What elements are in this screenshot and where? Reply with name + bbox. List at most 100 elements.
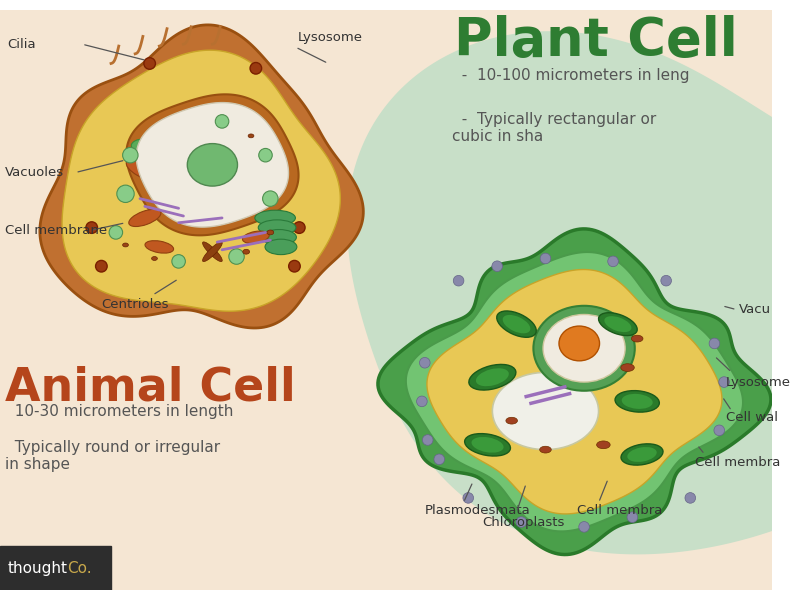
- Ellipse shape: [559, 326, 599, 361]
- Ellipse shape: [627, 447, 657, 462]
- Text: Chloroplasts: Chloroplasts: [482, 515, 565, 529]
- Ellipse shape: [187, 143, 238, 186]
- Text: 10-30 micrometers in length: 10-30 micrometers in length: [5, 404, 234, 419]
- Circle shape: [578, 521, 590, 532]
- Circle shape: [685, 493, 695, 503]
- Circle shape: [627, 512, 638, 523]
- Text: -  10-100 micrometers in leng: - 10-100 micrometers in leng: [452, 68, 690, 83]
- Ellipse shape: [621, 444, 663, 465]
- Ellipse shape: [471, 437, 503, 452]
- Circle shape: [215, 115, 229, 128]
- Ellipse shape: [631, 335, 643, 342]
- Circle shape: [262, 191, 278, 206]
- Text: Cilia: Cilia: [8, 38, 36, 50]
- Text: Typically round or irregular
in shape: Typically round or irregular in shape: [5, 440, 220, 472]
- Circle shape: [540, 253, 550, 264]
- Ellipse shape: [202, 242, 222, 262]
- Ellipse shape: [621, 364, 634, 371]
- Text: Plasmodesmata: Plasmodesmata: [425, 504, 530, 517]
- Ellipse shape: [158, 121, 179, 131]
- Circle shape: [419, 358, 430, 368]
- Ellipse shape: [131, 139, 158, 152]
- Ellipse shape: [506, 418, 518, 424]
- Ellipse shape: [597, 441, 610, 449]
- Ellipse shape: [469, 364, 516, 390]
- Ellipse shape: [242, 231, 269, 244]
- Text: Vacu: Vacu: [738, 303, 770, 316]
- Ellipse shape: [465, 434, 510, 456]
- Circle shape: [229, 249, 244, 264]
- Circle shape: [492, 261, 502, 272]
- Text: Centrioles: Centrioles: [102, 298, 169, 311]
- Ellipse shape: [151, 257, 158, 260]
- Circle shape: [714, 425, 725, 436]
- Polygon shape: [40, 25, 363, 328]
- Polygon shape: [62, 50, 340, 311]
- Text: Vacuoles: Vacuoles: [5, 166, 64, 179]
- Circle shape: [289, 260, 300, 272]
- Circle shape: [422, 434, 433, 445]
- Ellipse shape: [492, 373, 598, 449]
- Ellipse shape: [255, 210, 295, 226]
- Ellipse shape: [122, 243, 129, 247]
- Circle shape: [86, 222, 98, 233]
- Polygon shape: [406, 252, 743, 532]
- Ellipse shape: [126, 160, 154, 179]
- Circle shape: [608, 256, 618, 266]
- Circle shape: [434, 454, 445, 464]
- Circle shape: [661, 275, 671, 286]
- Polygon shape: [378, 229, 771, 554]
- Polygon shape: [136, 103, 289, 227]
- Ellipse shape: [540, 446, 551, 453]
- Ellipse shape: [267, 230, 274, 235]
- Ellipse shape: [202, 242, 222, 262]
- Ellipse shape: [145, 241, 174, 253]
- Circle shape: [258, 148, 272, 162]
- Circle shape: [95, 260, 107, 272]
- Circle shape: [250, 62, 262, 74]
- Ellipse shape: [258, 220, 296, 235]
- Text: Cell membra: Cell membra: [695, 455, 781, 469]
- Circle shape: [294, 222, 305, 233]
- Circle shape: [417, 396, 427, 407]
- Text: Cell wal: Cell wal: [726, 411, 778, 424]
- Ellipse shape: [262, 230, 296, 245]
- Ellipse shape: [243, 250, 250, 254]
- Ellipse shape: [604, 316, 631, 332]
- Text: Plant Cell: Plant Cell: [454, 15, 738, 67]
- Ellipse shape: [598, 313, 638, 335]
- Circle shape: [117, 185, 134, 202]
- Ellipse shape: [252, 170, 270, 179]
- Text: thought: thought: [8, 561, 68, 576]
- Circle shape: [709, 338, 720, 349]
- Polygon shape: [427, 269, 722, 514]
- Circle shape: [454, 275, 464, 286]
- Text: -  Typically rectangular or
cubic in sha: - Typically rectangular or cubic in sha: [452, 112, 656, 144]
- Bar: [0, 546, 111, 590]
- Polygon shape: [347, 31, 800, 554]
- Circle shape: [172, 254, 186, 268]
- Text: Co.: Co.: [67, 561, 92, 576]
- Text: Cell membra: Cell membra: [578, 504, 662, 517]
- Circle shape: [718, 377, 730, 388]
- Text: Lysosome: Lysosome: [726, 376, 791, 389]
- Circle shape: [463, 493, 474, 503]
- Ellipse shape: [129, 209, 161, 227]
- Ellipse shape: [248, 134, 254, 138]
- Ellipse shape: [622, 394, 653, 409]
- Polygon shape: [126, 94, 298, 235]
- Ellipse shape: [497, 311, 536, 337]
- Ellipse shape: [543, 314, 625, 382]
- Text: Animal Cell: Animal Cell: [5, 365, 295, 410]
- Ellipse shape: [534, 306, 634, 391]
- Text: Cell membrane: Cell membrane: [5, 224, 107, 237]
- Ellipse shape: [502, 315, 530, 334]
- Circle shape: [144, 58, 155, 69]
- Ellipse shape: [615, 391, 659, 412]
- Ellipse shape: [265, 239, 297, 254]
- Text: Lysosome: Lysosome: [298, 31, 362, 44]
- Circle shape: [122, 148, 138, 163]
- Circle shape: [516, 517, 526, 527]
- Circle shape: [109, 226, 122, 239]
- Ellipse shape: [476, 368, 509, 386]
